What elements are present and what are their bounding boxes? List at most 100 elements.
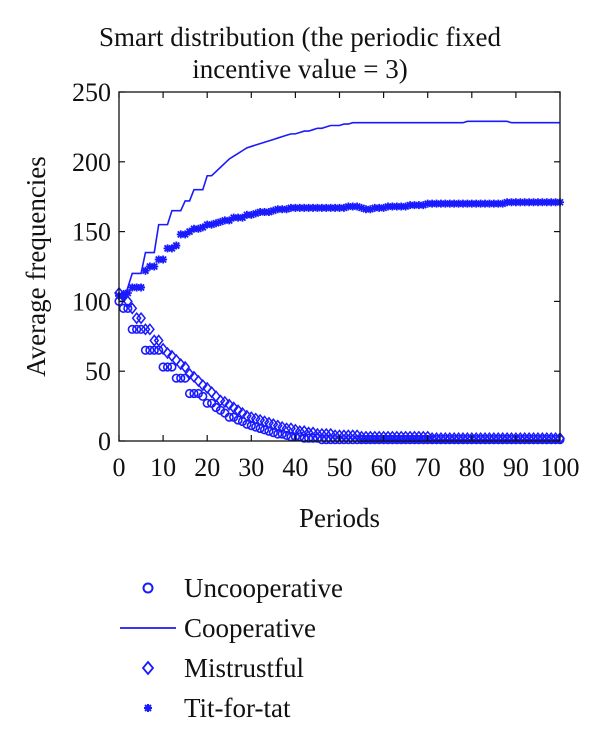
data-point (529, 198, 538, 207)
data-point (331, 203, 340, 212)
data-point (167, 244, 176, 253)
data-point (198, 391, 208, 401)
data-point (269, 206, 278, 215)
data-point (260, 208, 269, 217)
series-tit-for-tat (115, 198, 564, 300)
y-tick-label: 200 (72, 148, 111, 177)
chart-title-line-1: Smart distribution (the periodic fixed (99, 22, 501, 52)
data-point (353, 202, 362, 211)
data-point (432, 199, 441, 208)
data-point (172, 241, 181, 250)
data-point (405, 435, 415, 445)
x-tick-label: 80 (459, 453, 485, 482)
data-point (520, 198, 529, 207)
data-point (184, 388, 195, 399)
data-point (189, 370, 199, 383)
legend-label: Mistrustful (184, 652, 305, 683)
data-point (383, 435, 393, 445)
legend-item-mistrustful: Mistrustful (118, 648, 343, 688)
data-point (428, 199, 437, 208)
data-point (181, 230, 190, 239)
data-point (282, 205, 291, 214)
data-point (206, 385, 217, 399)
data-point (516, 198, 525, 207)
data-point (264, 208, 273, 217)
y-tick-label: 100 (72, 287, 111, 316)
legend: Uncooperative Cooperative Mistrustful Ti… (118, 568, 343, 728)
data-point (366, 205, 375, 214)
data-point (304, 203, 313, 212)
data-point (339, 203, 348, 212)
data-point (242, 210, 251, 219)
data-point (485, 199, 494, 208)
x-tick-label: 90 (503, 453, 529, 482)
data-point (216, 217, 225, 226)
data-point (494, 199, 503, 208)
chart-title-line-2: incentive value = 3) (192, 54, 408, 84)
data-point (247, 210, 256, 219)
y-tick-label: 0 (98, 427, 111, 456)
data-point (122, 295, 133, 308)
data-point (198, 223, 207, 232)
data-point (409, 435, 420, 445)
data-point (503, 198, 512, 207)
data-point (132, 283, 141, 292)
data-point (281, 430, 292, 441)
data-point (547, 198, 556, 207)
data-point (202, 398, 212, 408)
data-point (397, 202, 406, 211)
legend-item-tit-for-tat: Tit-for-tat (118, 688, 343, 728)
data-point (154, 255, 163, 264)
data-point (414, 435, 424, 445)
data-point (291, 203, 300, 212)
data-point (273, 205, 282, 214)
data-point (171, 353, 182, 367)
data-point (132, 324, 142, 334)
data-point (212, 219, 221, 228)
data-point (166, 349, 177, 363)
data-point (374, 435, 384, 445)
data-point (542, 198, 551, 207)
data-point (445, 199, 454, 208)
legend-item-uncooperative: Uncooperative (118, 568, 343, 608)
circle-marker-icon (142, 582, 154, 594)
data-point (458, 199, 467, 208)
data-point (467, 199, 476, 208)
data-point (197, 378, 208, 392)
y-tick-label: 250 (72, 78, 111, 107)
x-tick-label: 20 (194, 453, 220, 482)
data-point (162, 346, 173, 360)
data-point (127, 324, 137, 334)
legend-label: Cooperative (184, 612, 316, 643)
data-point (224, 412, 234, 422)
data-point (423, 199, 432, 208)
data-point (189, 388, 199, 399)
data-point (401, 435, 411, 445)
data-point (119, 291, 128, 300)
data-point (321, 435, 331, 445)
data-point (419, 201, 428, 210)
data-point (162, 362, 173, 372)
data-point (286, 203, 295, 212)
data-point (525, 198, 534, 207)
data-point (140, 345, 151, 355)
data-point (145, 345, 155, 355)
data-point (136, 324, 146, 334)
data-point (401, 202, 410, 211)
data-point (365, 435, 375, 445)
data-point (150, 262, 159, 271)
data-point (185, 227, 194, 236)
data-point (463, 199, 472, 208)
data-point (481, 199, 490, 208)
data-point (145, 262, 154, 271)
data-point (189, 224, 198, 233)
data-point (551, 198, 560, 207)
data-point (136, 311, 147, 325)
data-point (153, 334, 164, 347)
data-point (299, 433, 309, 443)
data-point (387, 435, 398, 445)
data-point (436, 199, 445, 208)
chart: 0 10 20 30 40 50 60 70 80 90 100 0 50 100 150 200 250 Per… (21, 78, 580, 533)
data-point (370, 203, 379, 212)
data-point (295, 203, 304, 212)
